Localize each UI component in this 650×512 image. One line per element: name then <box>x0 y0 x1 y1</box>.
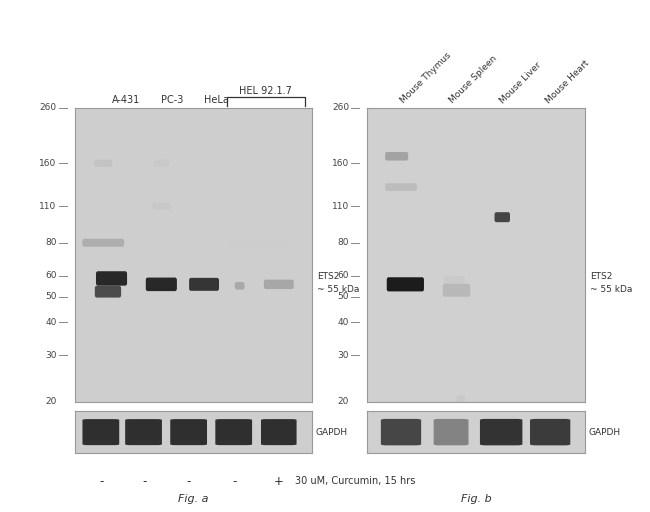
Text: Fig. a: Fig. a <box>178 494 209 504</box>
Text: A-431: A-431 <box>112 95 140 105</box>
FancyBboxPatch shape <box>385 152 408 161</box>
FancyBboxPatch shape <box>235 282 244 290</box>
FancyBboxPatch shape <box>264 280 294 289</box>
Text: PC-3: PC-3 <box>161 95 184 105</box>
FancyBboxPatch shape <box>387 278 424 291</box>
Text: 80: 80 <box>45 238 57 247</box>
Text: 160: 160 <box>332 159 349 168</box>
FancyBboxPatch shape <box>530 419 570 445</box>
FancyBboxPatch shape <box>444 276 465 285</box>
Text: -: - <box>142 475 147 488</box>
Text: 260: 260 <box>40 103 57 112</box>
Text: 20: 20 <box>338 397 349 407</box>
Text: Mouse Thymus: Mouse Thymus <box>399 51 453 105</box>
Text: 50: 50 <box>337 292 349 301</box>
FancyBboxPatch shape <box>385 183 417 191</box>
FancyBboxPatch shape <box>96 271 127 286</box>
FancyBboxPatch shape <box>228 240 289 246</box>
Text: 60: 60 <box>45 271 57 281</box>
Text: Mouse Spleen: Mouse Spleen <box>448 54 499 105</box>
FancyBboxPatch shape <box>170 419 207 445</box>
FancyBboxPatch shape <box>495 212 510 222</box>
FancyBboxPatch shape <box>215 419 252 445</box>
Text: 50: 50 <box>45 292 57 301</box>
Text: Mouse Heart: Mouse Heart <box>544 58 591 105</box>
FancyBboxPatch shape <box>83 419 119 445</box>
Text: ETS2
~ 55 kDa: ETS2 ~ 55 kDa <box>317 272 359 293</box>
FancyBboxPatch shape <box>152 203 170 210</box>
Text: 40: 40 <box>338 318 349 327</box>
FancyBboxPatch shape <box>95 286 121 297</box>
FancyBboxPatch shape <box>443 284 470 296</box>
FancyBboxPatch shape <box>94 160 112 167</box>
FancyBboxPatch shape <box>480 419 523 445</box>
Text: GAPDH: GAPDH <box>315 428 347 437</box>
Text: ETS2
~ 55 kDa: ETS2 ~ 55 kDa <box>590 272 632 293</box>
Text: HEL 92.1.7: HEL 92.1.7 <box>239 86 292 96</box>
FancyBboxPatch shape <box>457 395 465 402</box>
FancyBboxPatch shape <box>261 419 296 445</box>
Text: Fig. b: Fig. b <box>461 494 491 504</box>
FancyBboxPatch shape <box>381 419 421 445</box>
FancyBboxPatch shape <box>83 239 124 247</box>
Text: 20: 20 <box>45 397 57 407</box>
Text: 80: 80 <box>337 238 349 247</box>
Text: 30: 30 <box>337 351 349 360</box>
Text: 60: 60 <box>337 271 349 281</box>
Text: 260: 260 <box>332 103 349 112</box>
Text: Mouse Liver: Mouse Liver <box>498 60 543 105</box>
FancyBboxPatch shape <box>434 419 469 445</box>
Text: 30 uM, Curcumin, 15 hrs: 30 uM, Curcumin, 15 hrs <box>295 476 415 486</box>
Text: +: + <box>274 475 283 488</box>
FancyBboxPatch shape <box>153 160 169 167</box>
Text: 110: 110 <box>332 202 349 211</box>
Text: -: - <box>100 475 104 488</box>
Text: 40: 40 <box>45 318 57 327</box>
Text: GAPDH: GAPDH <box>588 428 620 437</box>
Text: 110: 110 <box>39 202 57 211</box>
FancyBboxPatch shape <box>125 419 162 445</box>
FancyBboxPatch shape <box>146 278 177 291</box>
Text: 160: 160 <box>39 159 57 168</box>
Text: -: - <box>233 475 237 488</box>
FancyBboxPatch shape <box>189 278 219 291</box>
Text: 30: 30 <box>45 351 57 360</box>
Text: -: - <box>187 475 191 488</box>
Text: HeLa: HeLa <box>204 95 229 105</box>
